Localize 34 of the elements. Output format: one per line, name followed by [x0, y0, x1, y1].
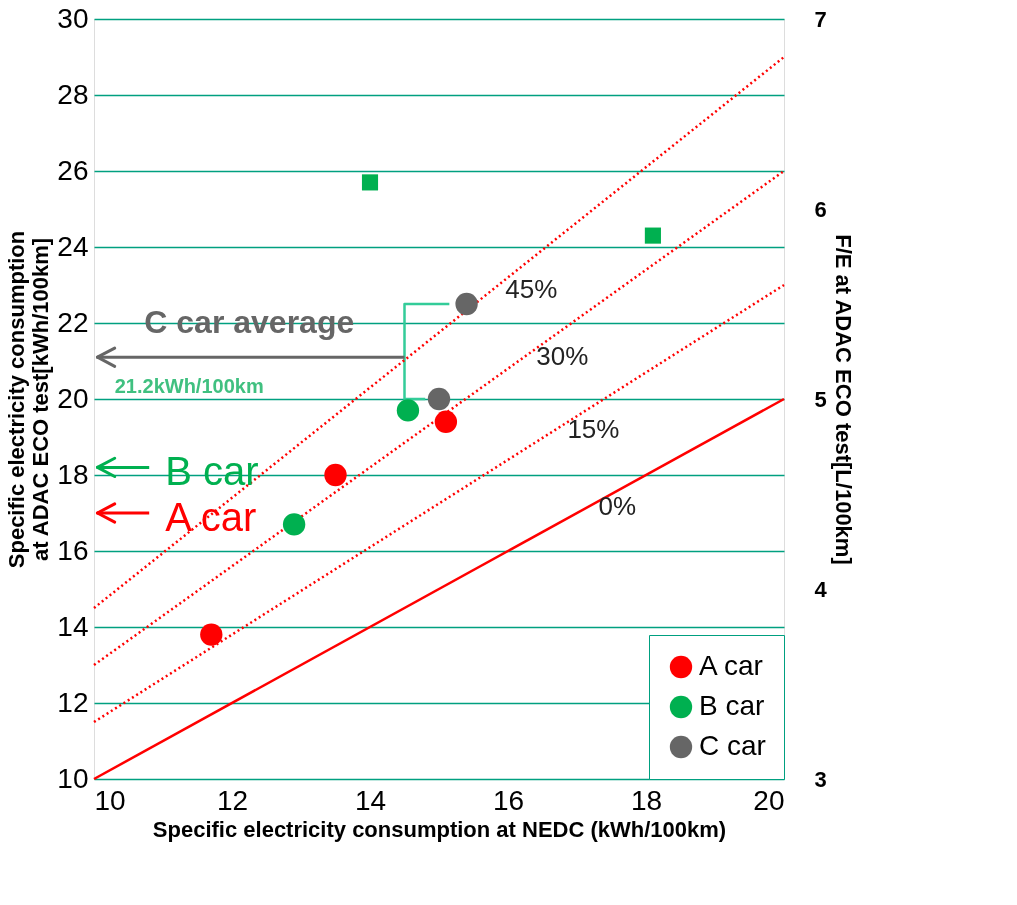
y2-axis-title: F/E at ADAC ECO test[L/100km] — [830, 234, 856, 565]
y2-tick-label: 3 — [814, 766, 827, 792]
y-axis-title: Specific electricity consumption at ADAC ECO test[kWh/100km] — [4, 230, 54, 569]
y-tick-label: 30 — [57, 2, 89, 34]
y-tick-label: 24 — [57, 230, 89, 262]
annotation: 0% — [598, 491, 637, 522]
y-tick-label: 14 — [57, 610, 89, 642]
y-tick-label: 10 — [57, 762, 89, 794]
x-tick-label: 16 — [492, 784, 525, 816]
y2-tick-label: 6 — [814, 196, 827, 222]
x-axis-title: Specific electricity consumption at NEDC (kWh/100km) — [152, 816, 727, 842]
y-tick-label: 28 — [57, 78, 89, 110]
ref-line-label: A car — [165, 495, 257, 539]
y-tick-label: 16 — [57, 534, 89, 566]
annotation: 15% — [567, 413, 620, 444]
legend-label: A car — [699, 650, 763, 681]
y-tick-label: 12 — [57, 686, 89, 718]
y2-tick-label: 7 — [814, 6, 827, 32]
legend-label: C car — [699, 730, 766, 761]
x-tick-label: 12 — [216, 784, 249, 816]
y-tick-label: 22 — [57, 306, 89, 338]
y-tick-label: 18 — [57, 458, 89, 490]
y2-tick-label: 4 — [814, 576, 828, 602]
x-tick-label: 14 — [354, 784, 387, 816]
y-tick-label: 20 — [57, 382, 89, 414]
legend-label: B car — [699, 690, 765, 721]
x-tick-label: 18 — [630, 784, 663, 816]
x-tick-label: 20 — [753, 784, 785, 816]
x-tick-label: 10 — [94, 784, 126, 816]
annotation: 45% — [505, 273, 558, 304]
annotation: 21.2kWh/100km — [114, 375, 264, 398]
annotation: 30% — [536, 341, 589, 372]
y2-tick-label: 5 — [814, 386, 827, 412]
y-tick-label: 26 — [57, 154, 89, 186]
